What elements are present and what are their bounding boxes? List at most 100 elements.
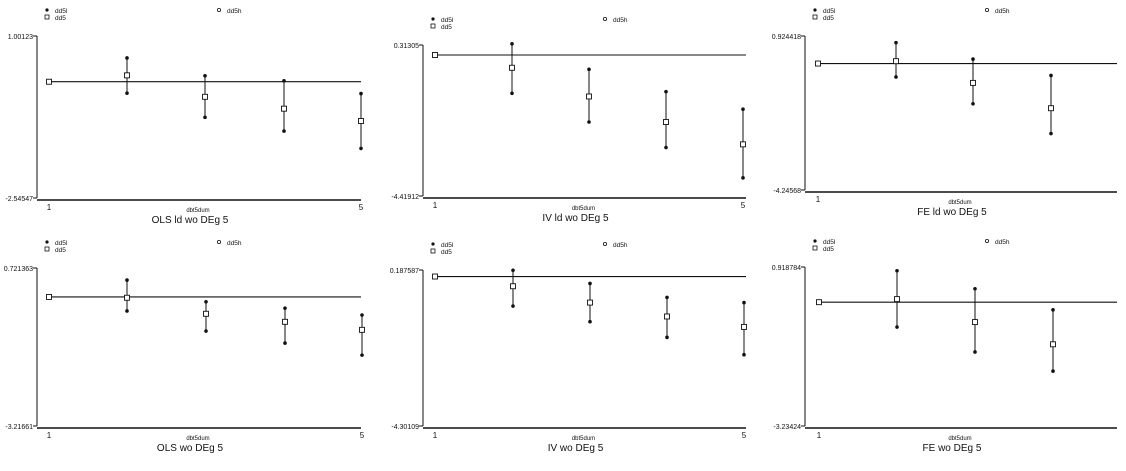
legend-label: dd5 <box>441 249 452 256</box>
legend-marker-dot <box>45 8 49 12</box>
chart-title: OLS ld wo DEg 5 <box>152 215 229 226</box>
chart-title: OLS wo DEg 5 <box>157 443 224 454</box>
dd5h-point <box>1049 73 1053 78</box>
dd5h-point <box>360 313 364 317</box>
dd5l-point <box>511 304 515 308</box>
dd5h-point <box>204 299 208 304</box>
dd5l-point <box>204 329 208 333</box>
dd5-point <box>816 299 822 306</box>
legend-label: dd5 <box>441 24 452 31</box>
x-tick-label: 5 <box>741 201 746 210</box>
y-tick-label: 0.918784 <box>772 265 801 272</box>
legend-marker-square <box>430 248 436 254</box>
dd5l-point <box>1051 369 1055 373</box>
dd5h-point <box>742 300 746 305</box>
dd5h-point <box>588 281 592 286</box>
dd5h-point <box>895 268 899 273</box>
dd5-point <box>202 93 208 100</box>
dd5-point <box>972 319 978 326</box>
dd5l-point <box>125 309 129 313</box>
dd5-point <box>203 310 209 317</box>
legend-marker-dot <box>45 240 49 244</box>
x-axis-label: dbt5dum <box>948 436 971 442</box>
dd5-point <box>664 313 670 320</box>
legend-marker-square <box>812 245 818 251</box>
legend-label: dd5l <box>55 240 68 247</box>
legend-marker-square <box>44 14 50 20</box>
dd5h-point <box>664 89 668 94</box>
dd5h-point <box>125 278 129 282</box>
dd5h-point <box>359 91 363 96</box>
dd5h-point <box>283 306 287 310</box>
dd5h-point <box>741 107 745 112</box>
legend-label: dd5h <box>613 242 628 249</box>
legend-label: dd5h <box>227 240 242 247</box>
dd5h-point <box>894 40 898 45</box>
legend-label: dd5h <box>613 17 628 24</box>
dd5-point <box>432 273 438 280</box>
legend-label: dd5 <box>823 246 834 253</box>
x-axis-label: dbt5dum <box>186 436 209 442</box>
legend-marker-dot <box>431 17 435 21</box>
dd5h-point <box>510 42 514 46</box>
dd5-point <box>663 119 669 125</box>
y-tick-label: 0.31305 <box>394 43 419 50</box>
x-axis-label: dbt5dum <box>572 436 595 442</box>
legend-label: dd5l <box>55 8 68 15</box>
dd5l-point <box>1049 131 1053 136</box>
dd5l-point <box>664 145 668 150</box>
y-tick-label: 0.721363 <box>4 266 33 273</box>
dd5-point <box>46 78 52 85</box>
legend-label: dd5l <box>441 242 454 249</box>
x-tick-label: 1 <box>817 431 822 440</box>
dd5h-point <box>1051 308 1055 312</box>
legend-marker-dot <box>603 241 608 246</box>
x-axis-label: dbt5dum <box>572 206 595 212</box>
dd5h-point <box>971 57 975 61</box>
y-tick-label: -4.30109 <box>391 424 419 431</box>
dd5l-point <box>203 115 207 120</box>
dd5-point <box>46 293 52 300</box>
legend-label: dd5 <box>823 15 834 22</box>
dd5h-point <box>973 286 977 291</box>
dd5-point <box>510 283 516 290</box>
legend-marker-dot <box>216 239 221 244</box>
dd5-point <box>587 299 593 306</box>
x-tick-label: 1 <box>816 195 821 204</box>
dd5-point <box>741 323 747 330</box>
legend-label: dd5h <box>995 239 1010 246</box>
dd5l-point <box>359 146 363 151</box>
dd5-point <box>124 72 130 79</box>
dd5-point <box>740 141 746 148</box>
x-axis-label: dbt5dum <box>186 208 209 214</box>
legend-marker-dot <box>813 8 817 12</box>
legend-marker-dot <box>603 16 608 21</box>
legend-label: dd5l <box>441 17 454 24</box>
dd5l-point <box>973 350 977 354</box>
legend-label: dd5 <box>55 15 66 22</box>
dd5l-point <box>588 319 592 324</box>
dd5-point <box>1050 341 1056 348</box>
dd5h-point <box>665 295 669 300</box>
y-tick-label: -4.41912 <box>391 194 419 201</box>
y-tick-label: -4.24568 <box>773 188 801 195</box>
y-tick-label: 0.187587 <box>390 268 419 275</box>
chart-title: IV ld wo DEg 5 <box>542 213 609 224</box>
dd5-point <box>815 60 821 67</box>
legend-label: dd5 <box>55 247 66 254</box>
legend-label: dd5l <box>823 239 836 246</box>
y-tick-label: -3.21661 <box>5 424 33 431</box>
dd5l-point <box>587 120 591 124</box>
x-tick-label: 1 <box>47 431 52 440</box>
dd5-point <box>432 52 438 58</box>
dd5l-point <box>360 353 364 357</box>
